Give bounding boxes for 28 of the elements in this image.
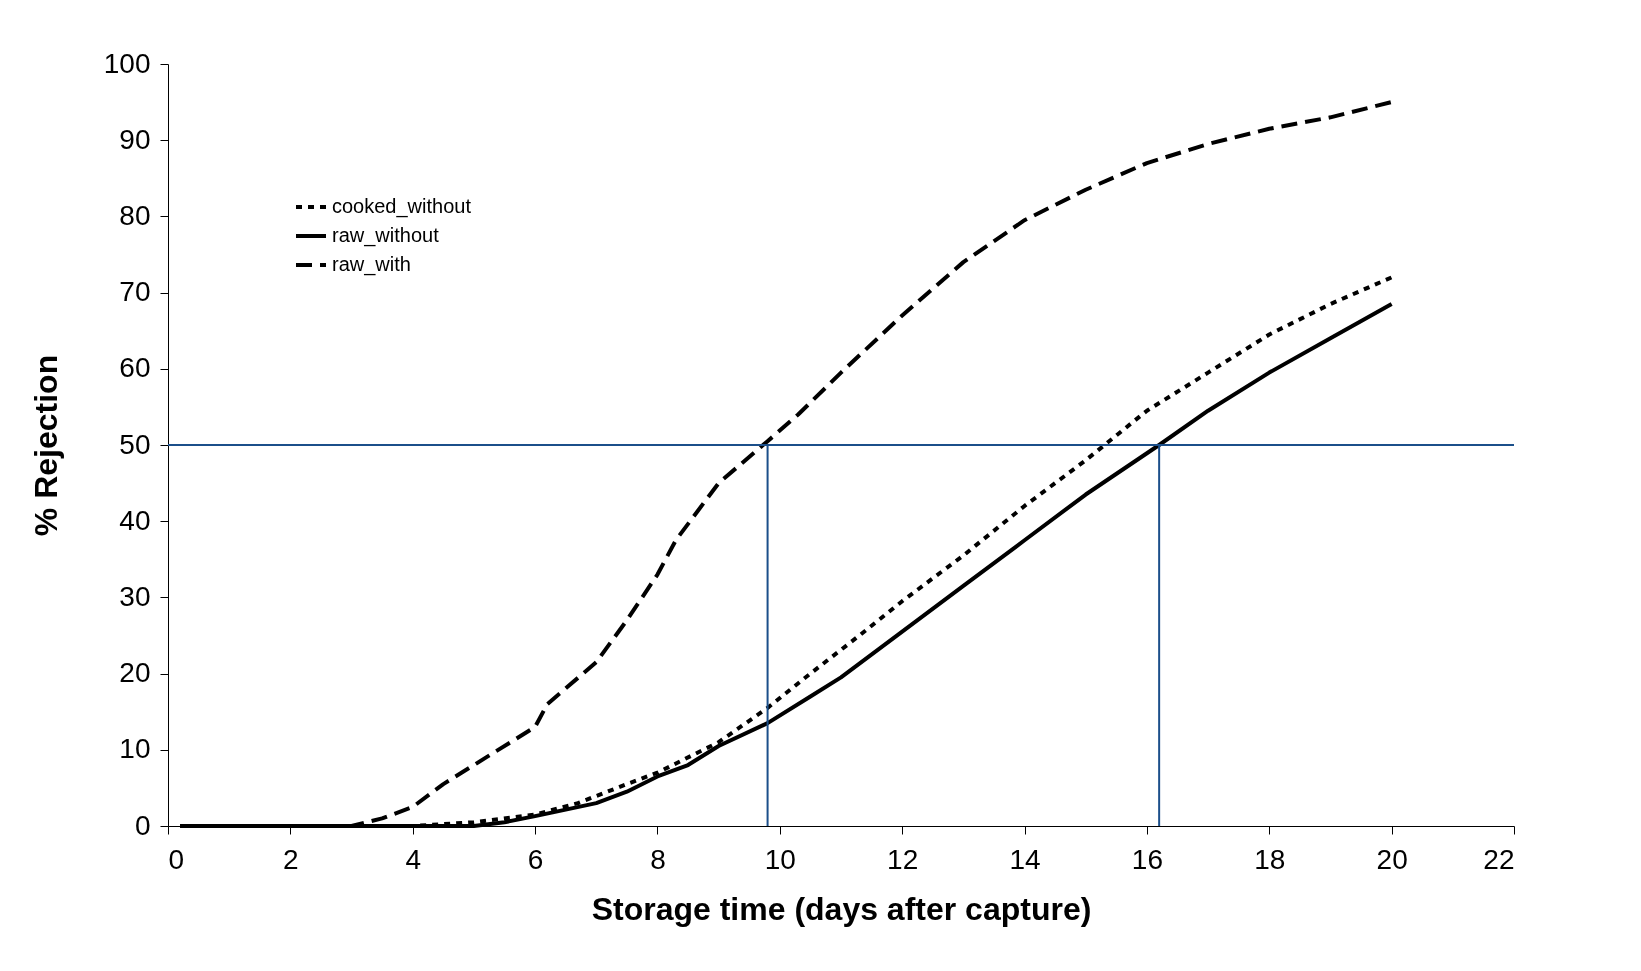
y-tick-label: 0 bbox=[134, 809, 151, 841]
x-tick-label: 16 bbox=[1131, 843, 1163, 875]
x-tick-label: 6 bbox=[527, 843, 544, 875]
y-tick-label: 10 bbox=[119, 733, 151, 765]
y-axis-title: % Rejection bbox=[27, 354, 64, 537]
y-tick-label: 70 bbox=[119, 276, 151, 308]
y-tick-label: 40 bbox=[119, 504, 151, 536]
y-tick-label: 30 bbox=[119, 580, 151, 612]
legend-label: raw_without bbox=[332, 224, 440, 247]
y-tick-label: 60 bbox=[119, 352, 151, 384]
x-tick-label: 14 bbox=[1009, 843, 1041, 875]
x-tick-label: 20 bbox=[1376, 843, 1408, 875]
x-tick-label: 10 bbox=[764, 843, 796, 875]
x-tick-label: 4 bbox=[405, 843, 422, 875]
x-axis-title: Storage time (days after capture) bbox=[591, 890, 1092, 927]
legend-label: raw_with bbox=[332, 253, 411, 276]
x-tick-label: 12 bbox=[887, 843, 919, 875]
y-tick-label: 100 bbox=[103, 47, 151, 79]
y-tick-label: 50 bbox=[119, 428, 151, 460]
x-tick-label: 2 bbox=[283, 843, 299, 875]
y-tick-label: 20 bbox=[119, 657, 151, 689]
y-tick-label: 90 bbox=[119, 123, 151, 155]
x-tick-label: 18 bbox=[1254, 843, 1286, 875]
x-tick-label: 22 bbox=[1483, 843, 1515, 875]
legend-label: cooked_without bbox=[332, 195, 472, 218]
y-tick-label: 80 bbox=[119, 199, 151, 231]
x-tick-label: 0 bbox=[168, 843, 185, 875]
x-tick-label: 8 bbox=[650, 843, 666, 875]
